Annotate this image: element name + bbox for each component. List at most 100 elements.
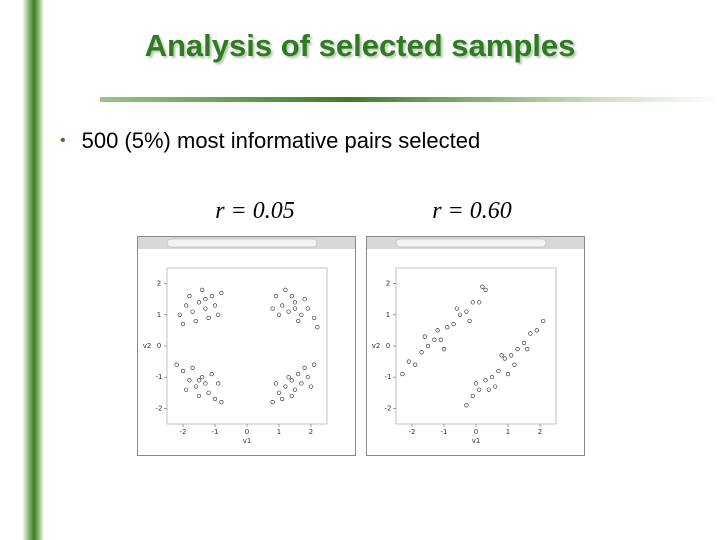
point [422,334,427,339]
bullet-text: 500 (5%) most informative pairs selected [81,128,481,153]
point [477,300,482,305]
point [187,378,192,383]
point [308,384,314,389]
point [206,315,211,321]
window-frame [366,236,585,456]
x-tick-label: 2 [309,428,313,436]
point [209,371,214,377]
point [438,337,443,342]
point [432,337,437,342]
sidebar [22,0,44,540]
point [467,318,472,324]
point [473,381,479,386]
point [174,362,179,367]
point [441,347,447,352]
point [464,309,469,314]
point [515,347,520,352]
point [489,375,495,380]
window-caption [395,238,547,248]
point [470,300,475,305]
point [209,293,214,299]
window-frame [137,236,356,456]
point [270,400,275,405]
point [184,303,189,308]
x-tick-label: 2 [538,428,542,436]
point [457,312,463,317]
point [451,322,456,327]
point [203,381,208,386]
point [509,353,514,358]
point [196,300,202,305]
point [200,375,205,380]
point [212,396,218,402]
point [464,403,469,408]
y-tick-label: -2 [156,404,163,412]
y-axis-label: v2 [372,342,381,350]
point [499,353,504,358]
point [270,306,275,311]
point [302,365,307,370]
point [177,312,182,317]
point [425,343,431,349]
y-tick-label: 1 [157,311,161,319]
point [483,378,488,383]
point [200,287,205,292]
plot-window: -2 -1 0 1 2 -2 -1 0 1 2 v1 v2 [366,236,585,456]
point [400,371,405,377]
point [296,371,301,377]
point [216,381,221,386]
point [541,318,546,324]
point [289,293,294,299]
point [286,375,291,380]
point [296,318,301,324]
point [454,306,459,311]
plot-window: -2 -1 0 1 2 -2 -1 0 1 2 v1 v2 [137,236,356,456]
point [302,297,307,302]
point [273,381,278,386]
point [280,303,285,308]
point [273,293,278,299]
point [276,390,282,395]
point [289,378,294,383]
point [299,312,304,317]
x-tick-label: -1 [212,428,219,436]
point [286,309,291,314]
point [315,325,320,330]
point [480,284,485,289]
plot-label: r = 0.05 [215,198,295,224]
point [219,400,224,405]
title-rule [100,97,720,102]
y-tick-label: 0 [157,342,161,350]
y-tick-label: 0 [386,342,390,350]
point [435,328,440,333]
point [305,375,310,380]
point [486,387,491,392]
point [512,362,517,367]
point [534,328,539,333]
point [184,387,189,392]
point [406,359,411,364]
point [312,362,317,367]
point [180,322,186,327]
point [493,384,498,389]
point [203,306,208,311]
x-tick-label: -1 [441,428,448,436]
point [212,303,218,308]
x-tick-label: -2 [180,428,187,436]
y-tick-label: 2 [157,280,161,288]
point [190,309,195,314]
point [193,318,198,324]
point [219,290,224,296]
point [445,325,450,330]
slide-title: Analysis of selected samples [144,28,576,63]
y-tick-label: -1 [385,373,392,381]
point [196,378,202,383]
point [292,300,298,305]
point [196,393,202,399]
point [203,297,208,302]
point [419,350,424,355]
x-tick-label: 0 [474,428,478,436]
point [470,393,475,399]
point [299,381,304,386]
